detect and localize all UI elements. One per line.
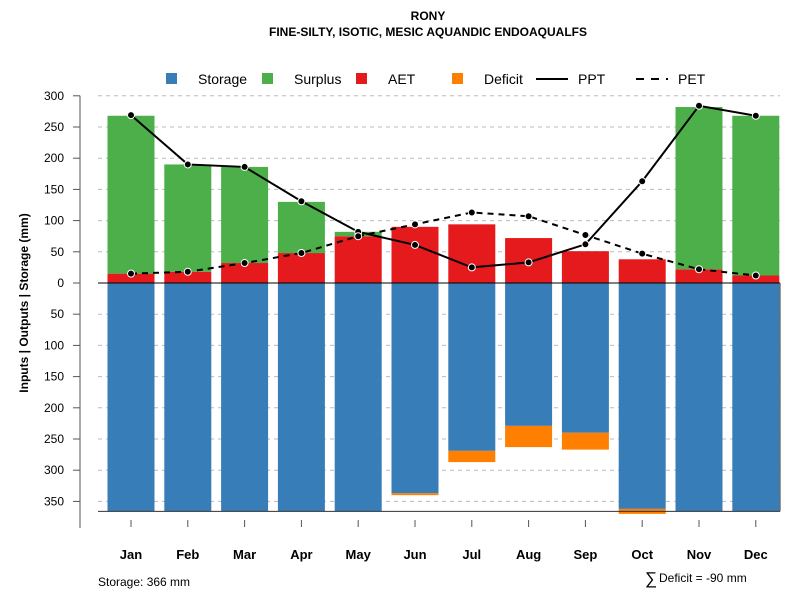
ppt-point xyxy=(695,101,703,110)
deficit-bar xyxy=(448,450,496,463)
aet-bar xyxy=(277,253,325,283)
aet-bar xyxy=(164,271,212,283)
pet-point xyxy=(127,269,135,278)
pet-point xyxy=(638,249,647,258)
y-tick-label: 200 xyxy=(44,151,64,165)
storage-bar xyxy=(334,283,382,512)
surplus-bar xyxy=(164,164,212,272)
deficit-annotation: Deficit = -90 mm xyxy=(659,571,747,585)
legend-label-storage: Storage xyxy=(198,71,247,87)
y-tick-label: 300 xyxy=(44,89,64,103)
deficit-sum-symbol: ∑ xyxy=(645,569,657,588)
legend-label-ppt: PPT xyxy=(578,71,606,87)
legend-label-aet: AET xyxy=(388,71,416,87)
legend-swatch-storage xyxy=(166,73,177,84)
ppt-point xyxy=(581,240,590,249)
ppt-point xyxy=(127,111,135,120)
storage-annotation: Storage: 366 mm xyxy=(98,575,190,589)
aet-bar xyxy=(221,263,269,283)
pet-point xyxy=(240,259,249,268)
x-tick-label: May xyxy=(346,547,372,562)
surplus-bar xyxy=(221,166,269,264)
pet-point xyxy=(297,249,306,258)
x-tick-label: Apr xyxy=(290,547,312,562)
x-tick-label: Aug xyxy=(516,547,541,562)
pet-point xyxy=(411,220,419,229)
y-tick-label: 0 xyxy=(57,276,64,290)
storage-bar xyxy=(277,283,325,512)
ppt-point xyxy=(638,177,647,186)
x-tick-label: Dec xyxy=(744,547,768,562)
ppt-point xyxy=(240,162,249,171)
legend-label-deficit: Deficit xyxy=(484,71,523,87)
x-tick-label: Feb xyxy=(176,547,199,562)
storage-bar xyxy=(732,283,780,512)
aet-bar xyxy=(675,269,723,283)
y-tick-label: 150 xyxy=(44,370,64,384)
x-tick-label: Jan xyxy=(120,547,142,562)
storage-bar xyxy=(618,283,666,509)
x-tick-label: Jun xyxy=(403,547,426,562)
legend-label-surplus: Surplus xyxy=(294,71,341,87)
pet-line xyxy=(130,211,756,277)
chart-title: RONY xyxy=(411,9,446,23)
legend-swatch-aet xyxy=(356,73,367,84)
surplus-bar xyxy=(107,115,155,274)
aet-bar xyxy=(391,226,439,283)
aet-bar xyxy=(561,251,609,283)
ppt-point xyxy=(467,263,476,272)
chart-subtitle: FINE-SILTY, ISOTIC, MESIC AQUANDIC ENDOA… xyxy=(269,25,587,39)
ppt-point xyxy=(297,197,306,206)
storage-bar xyxy=(675,283,723,512)
deficit-bar xyxy=(391,493,439,496)
aet-bar xyxy=(334,236,382,283)
pet-point xyxy=(183,267,192,276)
pet-point xyxy=(581,230,590,239)
y-tick-label: 50 xyxy=(51,245,65,259)
y-axis-label: Inputs | Outputs | Storage (mm) xyxy=(17,213,31,392)
y-tick-label: 350 xyxy=(44,494,64,508)
storage-bar xyxy=(221,283,269,512)
pet-point xyxy=(354,232,363,241)
y-tick-label: 150 xyxy=(44,182,64,196)
y-tick-label: 50 xyxy=(51,307,65,321)
x-tick-label: Mar xyxy=(233,547,256,562)
legend-label-pet: PET xyxy=(678,71,706,87)
aet-bar xyxy=(618,259,666,283)
surplus-bar xyxy=(675,107,723,270)
x-tick-label: Jul xyxy=(462,547,481,562)
ppt-line xyxy=(130,104,756,269)
y-tick-label: 250 xyxy=(44,432,64,446)
y-tick-label: 200 xyxy=(44,401,64,415)
storage-bar xyxy=(164,283,212,512)
ppt-point xyxy=(183,160,192,169)
surplus-bar xyxy=(732,115,780,276)
legend-swatch-deficit xyxy=(452,73,463,84)
x-tick-label: Oct xyxy=(631,547,653,562)
storage-bar xyxy=(561,283,609,433)
ppt-point xyxy=(751,111,760,120)
y-tick-label: 300 xyxy=(44,463,64,477)
storage-bar xyxy=(391,283,439,494)
aet-bar xyxy=(107,273,155,283)
y-tick-label: 100 xyxy=(44,338,64,352)
pet-point xyxy=(751,271,760,280)
deficit-bar xyxy=(561,432,609,450)
x-tick-label: Sep xyxy=(573,547,597,562)
legend-swatch-surplus xyxy=(262,73,273,84)
pet-point xyxy=(695,265,703,274)
deficit-bar xyxy=(505,425,553,448)
storage-bar xyxy=(448,283,496,451)
pet-point xyxy=(524,212,533,221)
storage-bar xyxy=(107,283,155,512)
pet-point xyxy=(467,208,476,217)
y-tick-label: 100 xyxy=(44,214,64,228)
ppt-point xyxy=(524,258,533,267)
x-tick-label: Nov xyxy=(687,547,712,562)
ppt-point xyxy=(411,240,419,249)
aet-bar xyxy=(448,224,496,283)
storage-bar xyxy=(505,283,553,426)
y-tick-label: 250 xyxy=(44,120,64,134)
